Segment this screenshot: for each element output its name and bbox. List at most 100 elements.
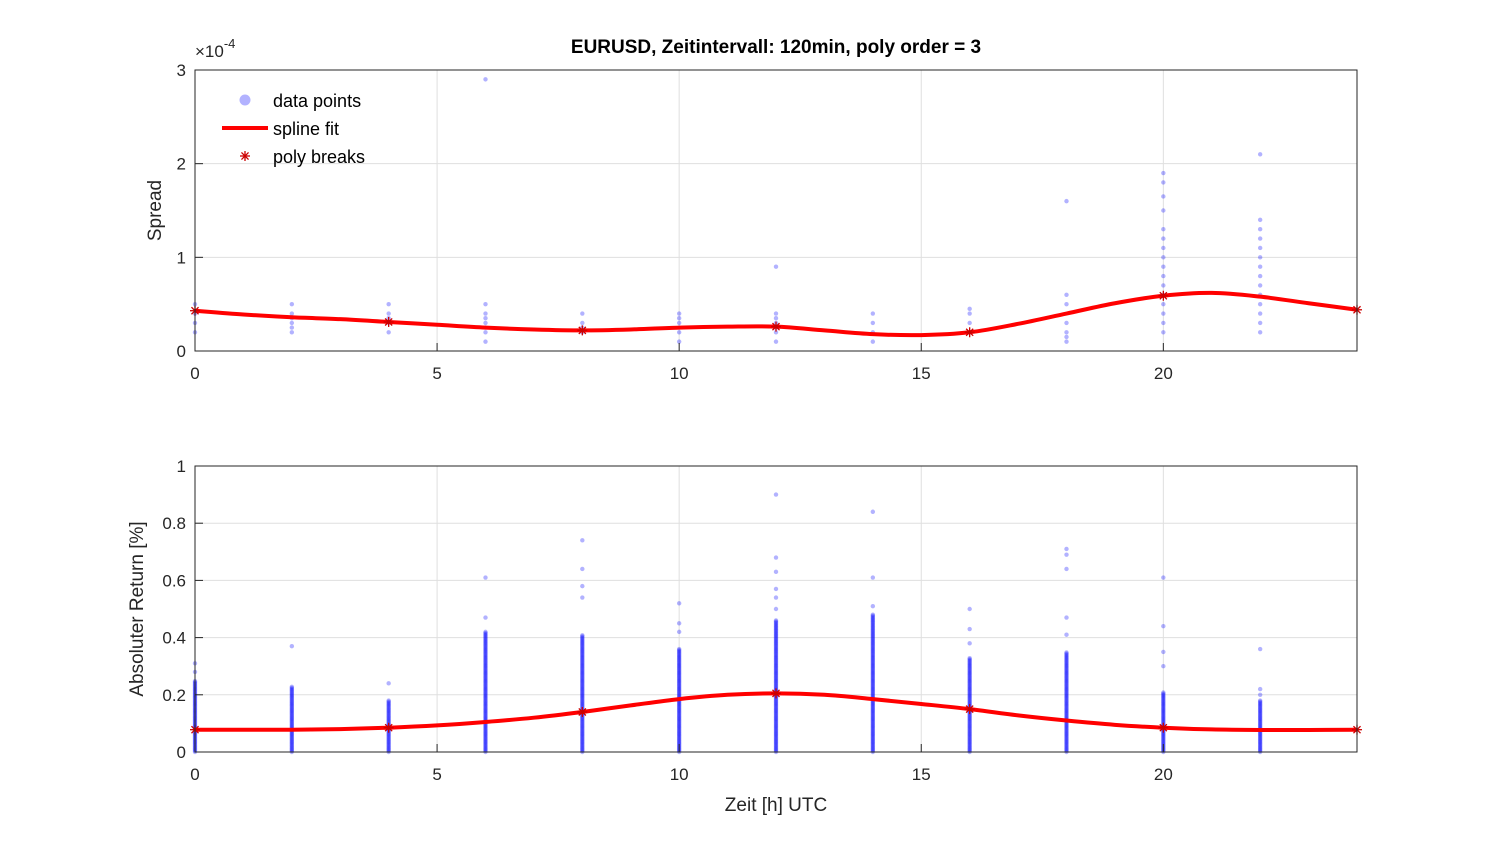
data-point — [773, 745, 779, 750]
data-point — [1064, 693, 1069, 699]
data-point — [1257, 708, 1263, 714]
data-point — [1064, 667, 1069, 672]
data-point — [773, 677, 779, 683]
data-point — [870, 684, 876, 689]
data-point — [483, 729, 488, 734]
data-point — [483, 629, 488, 635]
data-point — [870, 710, 876, 716]
data-point — [580, 644, 585, 649]
data-point — [870, 636, 876, 641]
data-point — [1257, 717, 1263, 723]
data-point — [676, 316, 682, 321]
data-point — [870, 702, 876, 708]
data-point — [580, 639, 585, 645]
data-point — [580, 672, 585, 677]
data-point — [483, 668, 488, 673]
y-tick-label: 0 — [177, 342, 186, 361]
data-point — [1161, 733, 1166, 739]
data-point — [483, 636, 488, 641]
x-tick-label: 10 — [670, 765, 689, 784]
data-point — [676, 661, 682, 667]
data-point — [483, 649, 488, 654]
data-point — [870, 311, 876, 316]
data-point — [676, 716, 682, 722]
return-xlabel: Zeit [h] UTC — [725, 795, 827, 816]
data-point — [1064, 692, 1069, 697]
data-point — [483, 615, 488, 620]
data-point — [870, 706, 876, 711]
data-point — [483, 634, 488, 639]
data-point — [1064, 666, 1069, 671]
legend-entry: poly breaks — [240, 147, 365, 167]
data-point — [870, 621, 876, 627]
data-point — [289, 707, 295, 712]
data-point — [580, 641, 585, 646]
data-point — [773, 657, 779, 662]
data-point — [483, 686, 488, 692]
data-point — [676, 668, 682, 673]
data-point — [773, 642, 779, 647]
data-point — [386, 705, 391, 710]
data-point — [967, 693, 972, 699]
data-point — [1257, 646, 1263, 652]
data-point — [870, 612, 876, 617]
data-point — [483, 694, 488, 700]
data-point — [773, 705, 779, 710]
data-point — [773, 670, 779, 676]
data-point — [289, 741, 295, 747]
data-point — [289, 698, 295, 703]
data-point — [773, 620, 779, 625]
data-point — [773, 666, 779, 671]
data-point — [580, 684, 585, 689]
data-point — [773, 706, 779, 711]
data-point — [967, 670, 972, 676]
data-point — [580, 683, 585, 688]
data-point — [1257, 264, 1263, 269]
data-point — [580, 742, 585, 748]
data-point — [870, 666, 876, 671]
data-point — [870, 627, 876, 632]
data-point — [967, 662, 972, 668]
data-point — [580, 655, 585, 661]
data-point — [773, 655, 779, 661]
data-point — [1064, 334, 1069, 340]
data-point — [773, 712, 779, 717]
data-point — [580, 667, 585, 672]
data-point — [773, 734, 779, 740]
data-point — [580, 699, 585, 704]
data-point — [483, 665, 488, 670]
data-point — [967, 683, 972, 688]
data-point — [289, 301, 295, 307]
data-point — [289, 732, 295, 738]
data-point — [1161, 694, 1166, 700]
data-point — [483, 724, 488, 730]
data-point — [967, 626, 972, 632]
data-point — [773, 718, 779, 724]
legend-label: poly breaks — [273, 147, 365, 167]
data-point — [773, 630, 779, 636]
data-point — [483, 642, 488, 647]
data-point — [1064, 729, 1069, 734]
data-point — [1064, 730, 1069, 735]
data-point — [773, 628, 779, 633]
data-point — [967, 641, 972, 646]
data-point — [1161, 696, 1166, 701]
data-point — [580, 693, 585, 699]
data-point — [676, 660, 682, 665]
data-point — [483, 680, 488, 685]
data-point — [1064, 662, 1069, 668]
data-point — [676, 653, 682, 659]
data-point — [386, 715, 391, 720]
data-point — [483, 746, 488, 751]
data-point — [676, 683, 682, 688]
data-point — [773, 636, 779, 641]
data-point — [967, 666, 972, 671]
data-point — [773, 717, 779, 723]
data-point — [580, 650, 585, 655]
data-point — [1064, 566, 1069, 572]
data-point — [483, 651, 488, 656]
data-point — [580, 741, 585, 747]
data-point — [580, 737, 585, 742]
data-point — [1257, 741, 1263, 747]
data-point — [870, 641, 876, 646]
